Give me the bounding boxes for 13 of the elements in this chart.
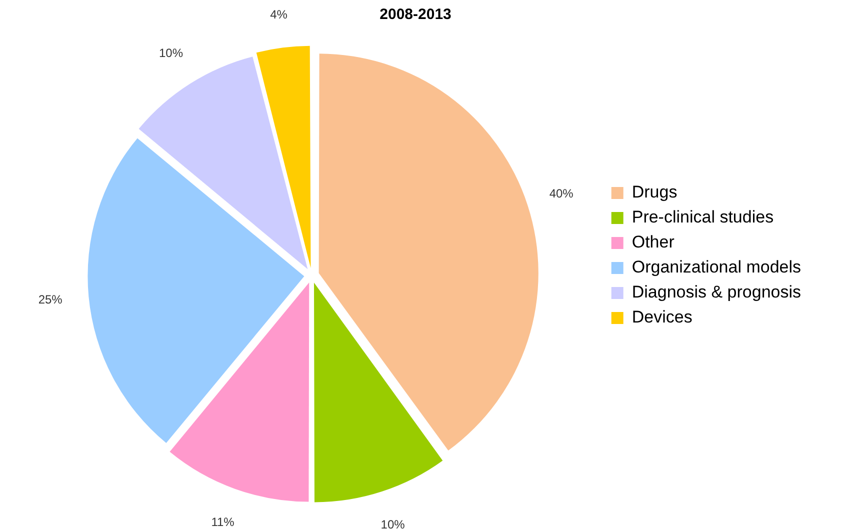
legend-label: Devices [632, 308, 692, 327]
legend-label: Pre-clinical studies [632, 208, 774, 227]
data-label: 40% [549, 186, 574, 201]
data-label: 10% [159, 46, 184, 60]
legend-label: Diagnosis & prognosis [632, 282, 802, 302]
data-label: 10% [380, 517, 406, 531]
data-label: 4% [270, 7, 288, 22]
chart-title: 2008-2013 [380, 6, 452, 24]
data-label: 11% [211, 514, 235, 529]
legend-label: Other [632, 232, 675, 252]
legend-label: Drugs [632, 182, 678, 202]
data-label: 25% [38, 292, 63, 307]
legend-label: Organizational models [632, 258, 802, 277]
